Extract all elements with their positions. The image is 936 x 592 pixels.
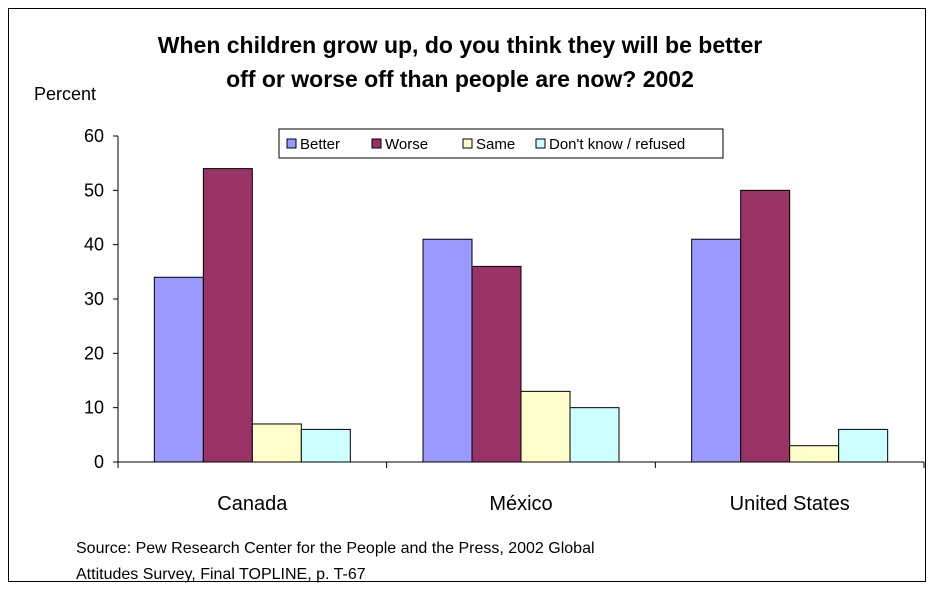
chart-title-line-2: off or worse off than people are now? 20…: [226, 66, 694, 92]
legend-label: Don't know / refused: [549, 136, 685, 153]
legend-label: Better: [300, 136, 340, 153]
x-category-label: México: [489, 493, 552, 515]
bar-worse-united-states: [740, 189, 791, 463]
y-tick-label: 10: [84, 398, 104, 418]
y-tick-label: 20: [84, 343, 104, 363]
bar-better-m-xico: [422, 238, 473, 463]
legend-swatch: [462, 138, 473, 149]
bar-don-t-know-refused-canada: [300, 428, 351, 463]
y-axis-label: Percent: [34, 84, 97, 104]
bar-same-canada: [251, 423, 302, 463]
y-tick-label: 40: [84, 235, 104, 255]
source-line-1: Source: Pew Research Center for the Peop…: [76, 540, 595, 557]
bar-better-canada: [153, 276, 204, 463]
bar-same-m-xico: [520, 390, 571, 463]
source-line-2: Attitudes Survey, Final TOPLINE, p. T-67: [76, 566, 366, 583]
y-tick-label: 0: [94, 452, 104, 472]
bar-better-united-states: [691, 238, 742, 463]
legend-box: [278, 128, 724, 159]
bar-worse-canada: [202, 168, 253, 463]
bar-worse-m-xico: [471, 265, 522, 463]
legend-label: Same: [476, 136, 515, 153]
x-category-label: Canada: [217, 493, 288, 515]
legend-swatch: [286, 138, 297, 149]
y-tick-label: 60: [84, 126, 104, 146]
legend-label: Worse: [385, 136, 428, 153]
bar-don-t-know-refused-united-states: [838, 428, 889, 463]
chart-title-line-1: When children grow up, do you think they…: [157, 32, 763, 58]
y-tick-label: 30: [84, 289, 104, 309]
y-tick-label: 50: [84, 180, 104, 200]
x-category-label: United States: [730, 493, 850, 515]
bar-same-united-states: [789, 445, 840, 463]
bar-don-t-know-refused-m-xico: [569, 407, 620, 463]
legend-swatch: [535, 138, 546, 149]
source-note: Source: Pew Research Center for the Peop…: [76, 536, 796, 588]
chart-title: When children grow up, do you think they…: [60, 28, 860, 96]
legend-swatch: [371, 138, 382, 149]
